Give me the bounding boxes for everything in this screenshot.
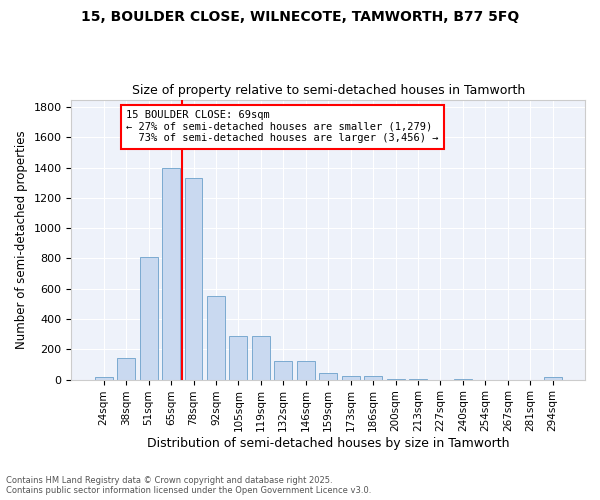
Bar xyxy=(207,296,225,380)
Bar xyxy=(341,376,359,380)
Title: Size of property relative to semi-detached houses in Tamworth: Size of property relative to semi-detach… xyxy=(131,84,525,97)
Bar xyxy=(454,379,472,380)
Bar xyxy=(544,378,562,380)
Text: Contains HM Land Registry data © Crown copyright and database right 2025.
Contai: Contains HM Land Registry data © Crown c… xyxy=(6,476,371,495)
Bar xyxy=(185,178,202,380)
Bar xyxy=(319,373,337,380)
X-axis label: Distribution of semi-detached houses by size in Tamworth: Distribution of semi-detached houses by … xyxy=(147,437,509,450)
Bar xyxy=(409,379,427,380)
Bar xyxy=(229,336,247,380)
Bar xyxy=(95,376,113,380)
Bar xyxy=(162,168,180,380)
Bar xyxy=(386,379,404,380)
Y-axis label: Number of semi-detached properties: Number of semi-detached properties xyxy=(15,130,28,349)
Bar xyxy=(140,257,158,380)
Bar xyxy=(252,336,270,380)
Bar xyxy=(364,376,382,380)
Text: 15 BOULDER CLOSE: 69sqm
← 27% of semi-detached houses are smaller (1,279)
  73% : 15 BOULDER CLOSE: 69sqm ← 27% of semi-de… xyxy=(126,110,439,144)
Bar xyxy=(117,358,135,380)
Bar xyxy=(274,362,292,380)
Bar xyxy=(297,362,315,380)
Text: 15, BOULDER CLOSE, WILNECOTE, TAMWORTH, B77 5FQ: 15, BOULDER CLOSE, WILNECOTE, TAMWORTH, … xyxy=(81,10,519,24)
